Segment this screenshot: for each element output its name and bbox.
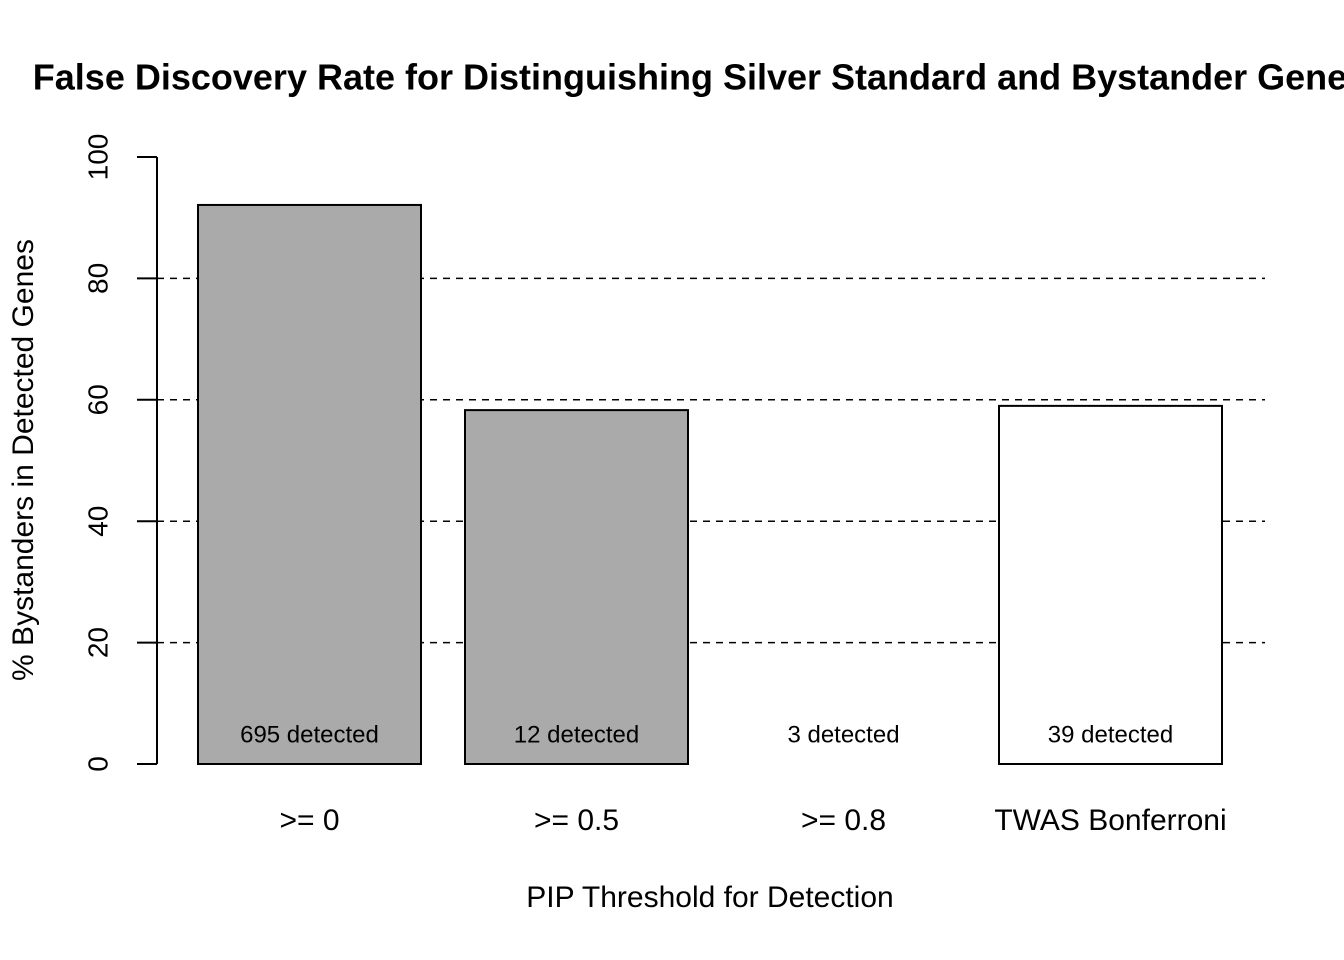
y-axis-label: % Bystanders in Detected Genes bbox=[7, 239, 40, 681]
y-tick-label: 60 bbox=[82, 384, 113, 415]
x-tick-label: >= 0.5 bbox=[534, 804, 619, 837]
x-tick-label: TWAS Bonferroni bbox=[994, 804, 1226, 837]
y-tick-label: 20 bbox=[82, 627, 113, 658]
bar bbox=[197, 203, 422, 765]
x-tick-label: >= 0 bbox=[279, 804, 339, 837]
bar-annotation: 695 detected bbox=[240, 721, 379, 748]
x-axis-label: PIP Threshold for Detection bbox=[526, 881, 893, 914]
bar bbox=[464, 409, 689, 765]
chart-title: False Discovery Rate for Distinguishing … bbox=[33, 57, 1344, 98]
y-tick-label: 0 bbox=[82, 756, 113, 772]
y-tick-label: 80 bbox=[82, 263, 113, 294]
bar bbox=[998, 404, 1223, 765]
bar-annotation: 3 detected bbox=[787, 721, 899, 748]
y-tick-label: 40 bbox=[82, 506, 113, 537]
bar-annotation: 39 detected bbox=[1048, 721, 1173, 748]
y-tick-label: 100 bbox=[82, 134, 113, 181]
x-tick-label: >= 0.8 bbox=[801, 804, 886, 837]
bar-annotation: 12 detected bbox=[514, 721, 639, 748]
